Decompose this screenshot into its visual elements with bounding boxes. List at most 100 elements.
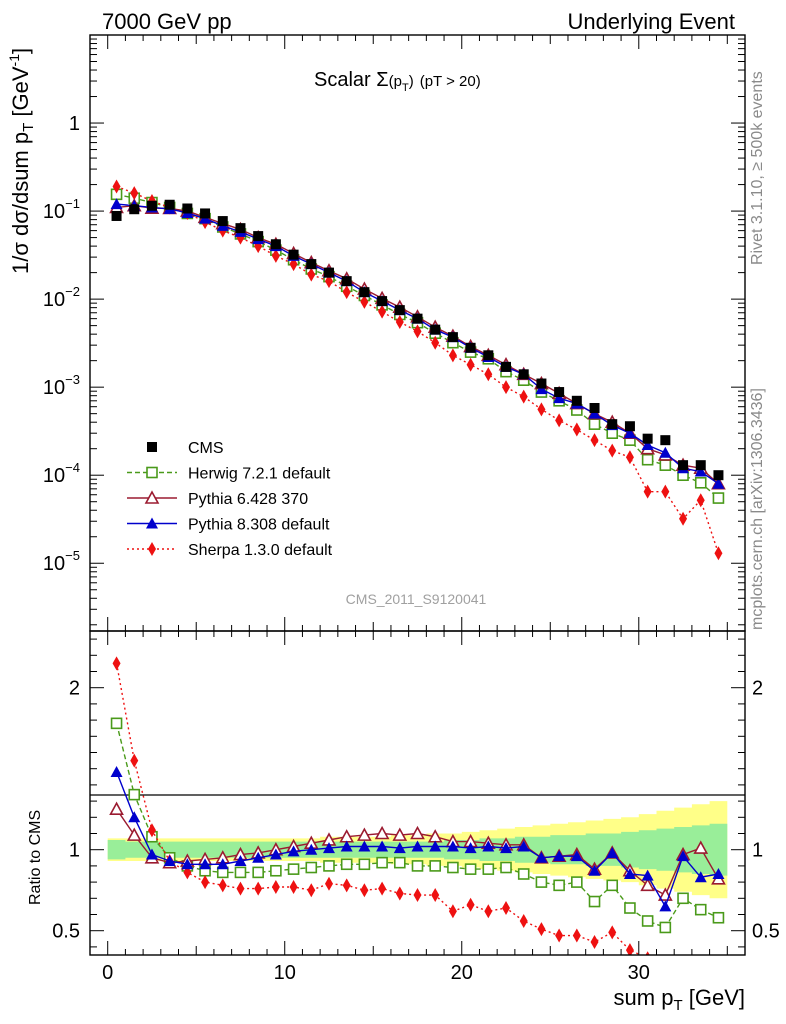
data-point [164, 199, 175, 210]
data-point [607, 419, 618, 430]
ratio-point [360, 883, 369, 898]
ratio-point [571, 876, 583, 888]
data-point [714, 546, 723, 561]
data-point [659, 446, 672, 458]
data-point [217, 216, 228, 227]
data-point [270, 239, 281, 250]
ratio-point [340, 858, 353, 871]
main-y-tick-label: 1 [69, 113, 80, 135]
ratio-point [447, 861, 459, 874]
data-point [412, 313, 423, 324]
ratio-point [358, 840, 371, 852]
main-y-tick-exp: −4 [65, 460, 80, 475]
legend-entry: Pythia 8.308 default [127, 517, 330, 534]
main-y-tick-label: 10−3 [43, 372, 80, 399]
data-point [624, 421, 635, 432]
data-point [377, 296, 388, 307]
ratio-point [679, 964, 687, 978]
data-point [324, 274, 333, 289]
ratio-point [218, 878, 227, 893]
ratio-point [289, 879, 298, 894]
ratio-point [147, 823, 156, 838]
ratio-point [181, 858, 194, 870]
ratio-point [608, 925, 617, 940]
legend-marker [148, 542, 156, 556]
data-point [484, 367, 493, 382]
mcplots-label: mcplots.cern.ch [arXiv:1306.3436] [749, 388, 766, 630]
ratio-series-pythia-8-308-default [110, 765, 725, 912]
data-point [413, 324, 422, 339]
ratio-point [270, 864, 282, 877]
ratio-point [374, 825, 390, 840]
ratio-point [500, 861, 512, 874]
x-tick-label: 0 [102, 962, 113, 984]
main-series-sherpa-1-3-0-default [112, 179, 723, 561]
data-point [694, 476, 707, 489]
legend-label: Sherpa 1.3.0 default [188, 542, 333, 559]
ratio-point [429, 840, 442, 852]
ratio-point [252, 866, 264, 879]
data-point [253, 231, 264, 242]
ratio-point [645, 951, 650, 955]
data-point [588, 418, 601, 430]
ratio-point [464, 863, 477, 875]
main-y-tick-label: 10−2 [43, 284, 80, 311]
ratio-point [130, 753, 139, 768]
ratio-point [393, 842, 406, 854]
ratio-point [517, 840, 530, 852]
main-y-tick-base: 10 [43, 289, 65, 311]
ratio-point [661, 963, 669, 977]
legend-entry: Pythia 6.428 370 [127, 490, 308, 508]
ratio-point [464, 842, 477, 854]
ratio-point [535, 876, 548, 888]
ratio-point [201, 875, 210, 890]
legend-label: Pythia 6.428 370 [188, 491, 308, 508]
ratio-point [697, 971, 705, 985]
ratio-point [572, 928, 581, 943]
ratio-point [590, 935, 599, 950]
data-point [130, 186, 139, 201]
data-point [571, 395, 582, 406]
data-point [641, 439, 654, 451]
ratio-point [677, 892, 689, 905]
ratio-point [641, 869, 654, 881]
ratio-point [376, 840, 389, 852]
ratio-point [659, 921, 672, 934]
ratio-point [357, 827, 372, 841]
data-point [660, 435, 671, 446]
ratio-point [145, 848, 158, 860]
ratio-point [625, 943, 634, 955]
legend-label: Herwig 7.2.1 default [188, 466, 331, 483]
ratio-point [500, 842, 513, 854]
analysis-id: CMS_2011_S9120041 [346, 591, 487, 607]
ratio-point [641, 915, 654, 927]
data-point [572, 422, 581, 437]
data-point [643, 484, 652, 499]
legend-marker [146, 517, 158, 529]
main-y-tick-label: 10−4 [43, 460, 80, 487]
data-point [378, 304, 387, 319]
ratio-point [482, 840, 495, 852]
data-point [696, 493, 705, 508]
main-axis-ticks: 110−110−210−310−410−5 [43, 35, 745, 631]
main-y-tick-base: 10 [43, 201, 65, 223]
main-ylabel: 1/σ dσ/dsum pT [GeV-1] [6, 48, 37, 274]
data-point [712, 492, 725, 504]
ratio-line [115, 663, 643, 955]
ratio-point [712, 911, 725, 924]
data-point [679, 511, 688, 526]
data-point [110, 198, 123, 210]
data-point [608, 443, 617, 458]
legend-marker [144, 490, 160, 504]
ratio-point [413, 888, 422, 903]
ratio-point [517, 868, 530, 880]
data-point [659, 459, 672, 471]
ratio-point [693, 840, 709, 854]
ratio-point [484, 904, 493, 919]
ratio-point [126, 827, 142, 841]
data-point [483, 350, 494, 361]
ratio-point [448, 904, 457, 919]
ratio-y-tick-label: 2 [69, 678, 80, 700]
main-y-tick-exp: −1 [65, 196, 80, 211]
